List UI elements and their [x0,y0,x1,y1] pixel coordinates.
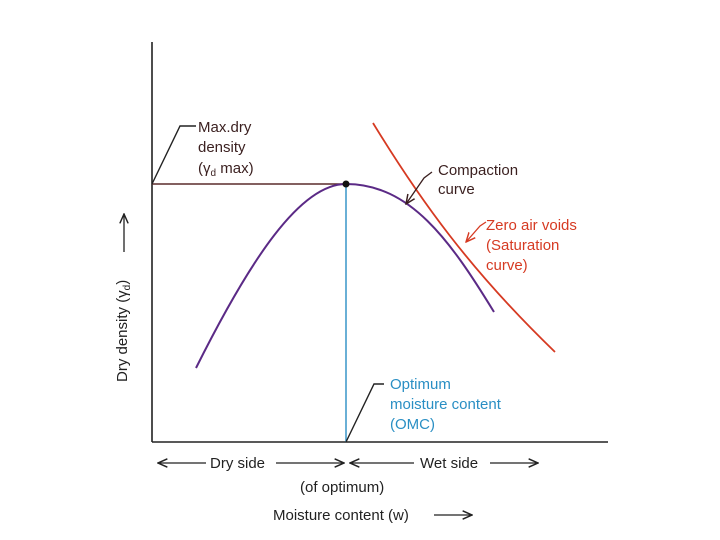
omc-label-2: moisture content [390,396,502,413]
max-dry-label-2: density [198,139,246,156]
y-axis-label-close: ) [114,280,131,285]
y-axis-label: Dry density (γd) [114,280,133,382]
dry-side-label: Dry side [210,455,265,472]
zav-label-3: curve) [486,257,528,274]
zav-label-1: Zero air voids [486,217,577,234]
of-optimum-label: (of optimum) [300,479,384,496]
compaction-leader [406,171,433,204]
saturation-curve [372,122,556,353]
omc-leader [345,383,384,443]
wet-side-label: Wet side [420,455,478,472]
compaction-label-2: curve [438,181,475,198]
compaction-curve [195,182,495,369]
omc-label-1: Optimum [390,376,451,393]
optimum-point [342,180,350,188]
max-dry-label-3-sub: d [211,168,217,179]
compaction-label-1: Compaction [438,162,518,179]
zav-label-2: (Saturation [486,237,559,254]
max-dry-label-1: Max.dry [198,119,252,136]
max-dry-leader [151,125,196,185]
y-axis-label-sub: d [122,285,133,291]
omc-label-3: (OMC) [390,416,435,433]
max-dry-label-3a: (γ [198,160,211,177]
zav-leader [466,221,487,242]
max-dry-label-3: (γd max) [198,160,254,179]
x-axis-label: Moisture content (w) [273,507,409,524]
max-dry-label-3b: max) [216,160,254,177]
y-axis-label-main: Dry density (γ [114,290,131,382]
